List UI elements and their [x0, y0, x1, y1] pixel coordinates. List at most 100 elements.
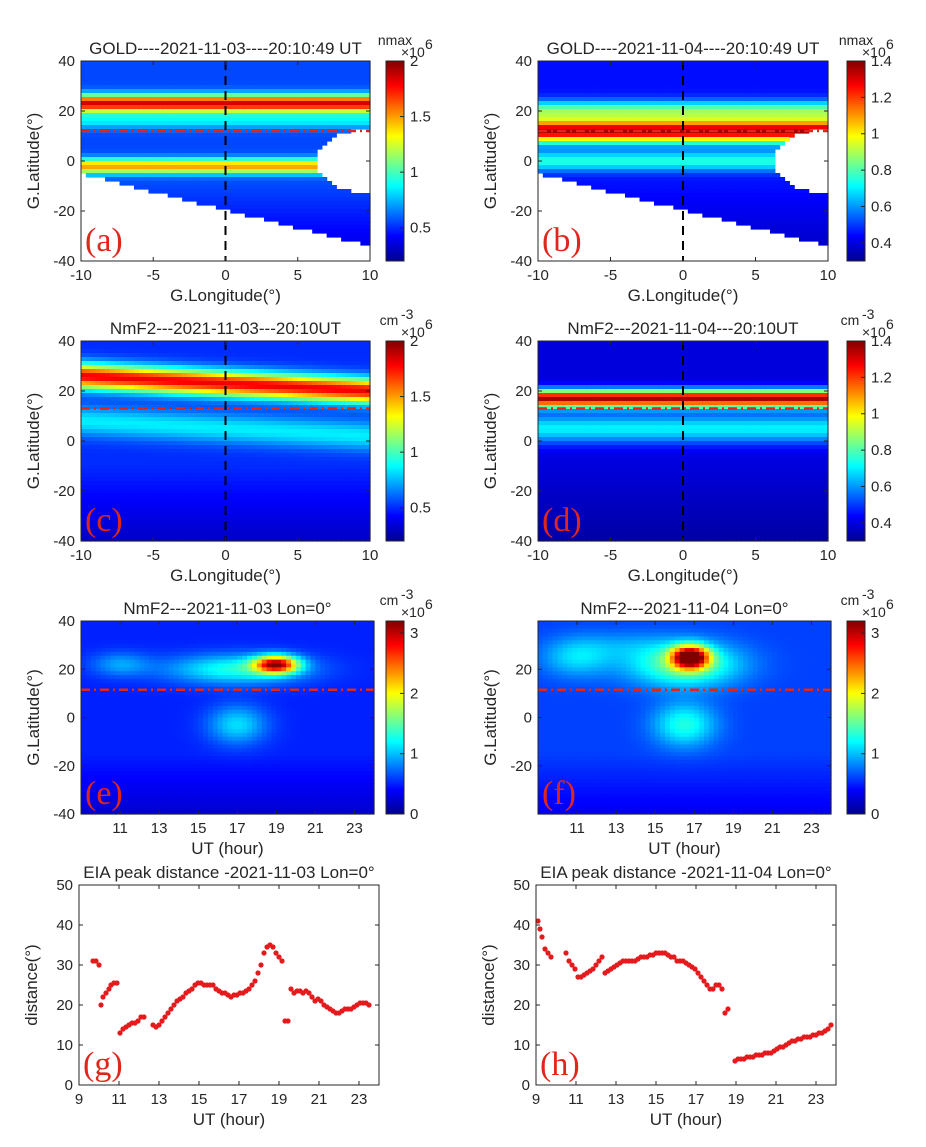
- heatmap-cell: [191, 65, 198, 70]
- heatmap-cell: [639, 81, 645, 86]
- heatmap-cell: [668, 85, 674, 90]
- heatmap-cell: [143, 513, 150, 518]
- heatmap-cell: [206, 185, 212, 190]
- heatmap-cell: [119, 89, 125, 94]
- heatmap-cell: [109, 417, 116, 422]
- heatmap-cell: [600, 149, 607, 154]
- heatmap-cell: [249, 153, 255, 158]
- heatmap-cell: [581, 173, 587, 178]
- heatmap-cell: [302, 69, 308, 74]
- heatmap-cell: [673, 109, 679, 114]
- colorbar-tick-label: 0.8: [871, 162, 892, 179]
- heatmap-cell: [191, 117, 198, 122]
- heatmap-cell: [278, 173, 284, 178]
- heatmap-cell: [95, 421, 101, 426]
- heatmap-cell: [133, 77, 140, 82]
- heatmap-cell: [644, 197, 650, 202]
- heatmap-cell: [755, 93, 761, 98]
- heatmap-cell: [148, 149, 154, 154]
- heatmap-cell: [105, 381, 111, 386]
- heatmap-cell: [133, 377, 140, 382]
- heatmap-cell: [794, 89, 800, 94]
- heatmap-cell: [254, 181, 260, 186]
- heatmap-cell: [95, 465, 101, 470]
- heatmap-cell: [745, 65, 752, 70]
- heatmap-cell: [610, 89, 616, 94]
- heatmap-cell: [799, 213, 805, 218]
- heatmap-cell: [114, 101, 121, 106]
- heatmap-cell: [707, 113, 713, 118]
- heatmap-cell: [774, 85, 781, 90]
- heatmap-cell: [784, 121, 790, 126]
- heatmap-cell: [167, 145, 174, 150]
- heatmap-cell: [268, 109, 275, 114]
- heatmap-cell: [100, 157, 106, 162]
- heatmap-cell: [220, 153, 227, 158]
- heatmap-cell: [741, 125, 747, 130]
- heatmap-cell: [707, 61, 713, 66]
- heatmap-cell: [105, 505, 111, 510]
- heatmap-cell: [716, 101, 723, 106]
- heatmap-cell: [191, 81, 198, 86]
- heatmap-cell: [586, 165, 592, 170]
- heatmap-cell: [105, 477, 111, 482]
- heatmap-cell: [350, 201, 357, 206]
- heatmap-cell: [220, 121, 227, 126]
- heatmap-cell: [283, 145, 289, 150]
- heatmap-cell: [215, 161, 222, 166]
- heatmap-cell: [547, 65, 554, 70]
- heatmap-cell: [687, 205, 694, 210]
- heatmap-cell: [600, 173, 607, 178]
- heatmap-cell: [162, 109, 169, 114]
- heatmap-cell: [105, 117, 111, 122]
- heatmap-cell: [760, 169, 766, 174]
- heatmap-cell: [629, 97, 636, 102]
- heatmap-cell: [162, 77, 169, 82]
- y-tick-label: -20: [510, 203, 532, 220]
- heatmap-cell: [100, 501, 106, 506]
- heatmap-cell: [736, 161, 742, 166]
- heatmap-cell: [779, 181, 786, 186]
- heatmap-cell: [81, 537, 87, 542]
- heatmap-cell: [138, 153, 145, 158]
- heatmap-cell: [114, 537, 121, 542]
- heatmap-cell: [591, 105, 597, 110]
- heatmap-cell: [109, 493, 116, 498]
- heatmap-cell: [95, 141, 101, 146]
- heatmap-cell: [133, 489, 140, 494]
- heatmap-cell: [557, 141, 563, 146]
- heatmap-cell: [278, 73, 284, 78]
- heatmap-cell: [355, 125, 361, 130]
- heatmap-cell: [109, 105, 116, 110]
- colorbar: [385, 60, 405, 262]
- heatmap-cell: [731, 213, 737, 218]
- heatmap-cell: [235, 125, 241, 130]
- heatmap-cell: [605, 141, 612, 146]
- heatmap-cell: [321, 205, 328, 210]
- heatmap-cell: [307, 177, 313, 182]
- heatmap-cell: [143, 157, 150, 162]
- heatmap-cell: [331, 61, 337, 66]
- heatmap-cell: [779, 213, 786, 218]
- heatmap-cell: [750, 121, 757, 126]
- heatmap-cell: [129, 457, 135, 462]
- heatmap-cell: [85, 505, 92, 510]
- heatmap-cell: [726, 185, 732, 190]
- heatmap-cell: [625, 177, 631, 182]
- heatmap-cell: [264, 197, 270, 202]
- heatmap-cell: [615, 89, 621, 94]
- heatmap-cell: [731, 125, 737, 130]
- heatmap-cell: [119, 401, 125, 406]
- heatmap-cell: [317, 65, 323, 70]
- heatmap-cell: [167, 193, 174, 198]
- heatmap-cell: [182, 169, 188, 174]
- heatmap-cell: [105, 433, 111, 438]
- heatmap-cell: [707, 101, 713, 106]
- heatmap-cell: [129, 525, 135, 530]
- heatmap-cell: [124, 513, 130, 518]
- heatmap-cell: [85, 77, 92, 82]
- heatmap-cell: [105, 501, 111, 506]
- heatmap-cell: [668, 197, 674, 202]
- heatmap-cell: [288, 205, 294, 210]
- heatmap-cell: [114, 465, 121, 470]
